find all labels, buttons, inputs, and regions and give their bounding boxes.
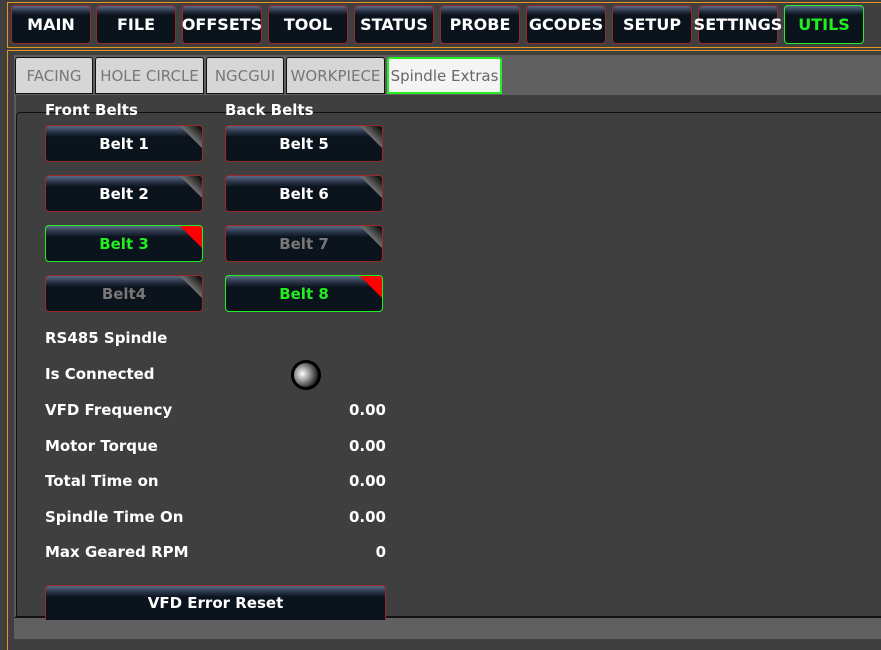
belt-8-button[interactable]: Belt 8: [225, 275, 383, 312]
belt-label: Belt 6: [279, 184, 329, 203]
belt-label: Belt 5: [279, 134, 329, 153]
content-frame: [7, 50, 881, 650]
belt-1-button[interactable]: Belt 1: [45, 125, 203, 162]
tab-facing[interactable]: FACING: [15, 57, 93, 94]
corner-indicator-icon: [360, 176, 382, 198]
corner-indicator-icon: [180, 276, 202, 298]
nav-status-button[interactable]: STATUS: [354, 5, 434, 44]
vfd-error-reset-button[interactable]: VFD Error Reset: [45, 585, 386, 620]
nav-offsets-button[interactable]: OFFSETS: [182, 5, 262, 44]
spindle-time-on-value: 0.00: [348, 507, 386, 526]
belt-label: Belt 7: [279, 234, 329, 253]
belts-group: [16, 112, 881, 618]
nav-setup-button[interactable]: SETUP: [612, 5, 692, 44]
nav-main-button[interactable]: MAIN: [11, 5, 91, 44]
vfd-frequency-value: 0.00: [348, 401, 386, 419]
belt-label: Belt 3: [99, 234, 149, 253]
front-belts-label: Front Belts: [45, 101, 138, 119]
total-time-on-label: Total Time on: [45, 472, 159, 490]
connection-led-icon: [291, 360, 321, 390]
nav-utils-button[interactable]: UTILS: [784, 5, 864, 44]
corner-indicator-icon: [360, 126, 382, 148]
corner-indicator-icon: [180, 226, 202, 248]
spindle-time-on-label: Spindle Time On: [45, 507, 184, 526]
total-time-on-value: 0.00: [348, 472, 386, 490]
max-geared-rpm-label: Max Geared RPM: [45, 543, 189, 561]
corner-indicator-icon: [360, 276, 382, 298]
corner-indicator-icon: [180, 176, 202, 198]
belt-label: Belt4: [101, 284, 147, 303]
tab-ngcgui[interactable]: NGCGUI: [206, 57, 284, 94]
corner-indicator-icon: [360, 226, 382, 248]
belt-7-button[interactable]: Belt 7: [225, 225, 383, 262]
vfd-frequency-label: VFD Frequency: [45, 401, 173, 419]
motor-torque-value: 0.00: [348, 436, 386, 455]
tab-workpiece[interactable]: WORKPIECE: [286, 57, 385, 94]
belt-4-button[interactable]: Belt4: [45, 275, 203, 312]
nav-tool-button[interactable]: TOOL: [268, 5, 348, 44]
tab-hole-circle[interactable]: HOLE CIRCLE: [95, 57, 204, 94]
belt-2-button[interactable]: Belt 2: [45, 175, 203, 212]
is-connected-label: Is Connected: [45, 365, 155, 383]
main-nav-frame: [7, 2, 881, 48]
max-geared-rpm-value: 0: [375, 543, 386, 561]
belt-label: Belt 8: [279, 284, 329, 303]
nav-settings-button[interactable]: SETTINGS: [694, 5, 782, 44]
back-belts-label: Back Belts: [225, 101, 314, 119]
rs485-title: RS485 Spindle: [45, 329, 168, 347]
belt-6-button[interactable]: Belt 6: [225, 175, 383, 212]
belt-3-button[interactable]: Belt 3: [45, 225, 203, 262]
motor-torque-label: Motor Torque: [45, 436, 158, 455]
tab-spindle-extras[interactable]: Spindle Extras: [387, 57, 502, 94]
belt-label: Belt 1: [99, 134, 149, 153]
nav-file-button[interactable]: FILE: [96, 5, 176, 44]
nav-gcodes-button[interactable]: GCODES: [526, 5, 606, 44]
nav-probe-button[interactable]: PROBE: [440, 5, 520, 44]
corner-indicator-icon: [180, 126, 202, 148]
belt-5-button[interactable]: Belt 5: [225, 125, 383, 162]
belt-label: Belt 2: [99, 184, 149, 203]
